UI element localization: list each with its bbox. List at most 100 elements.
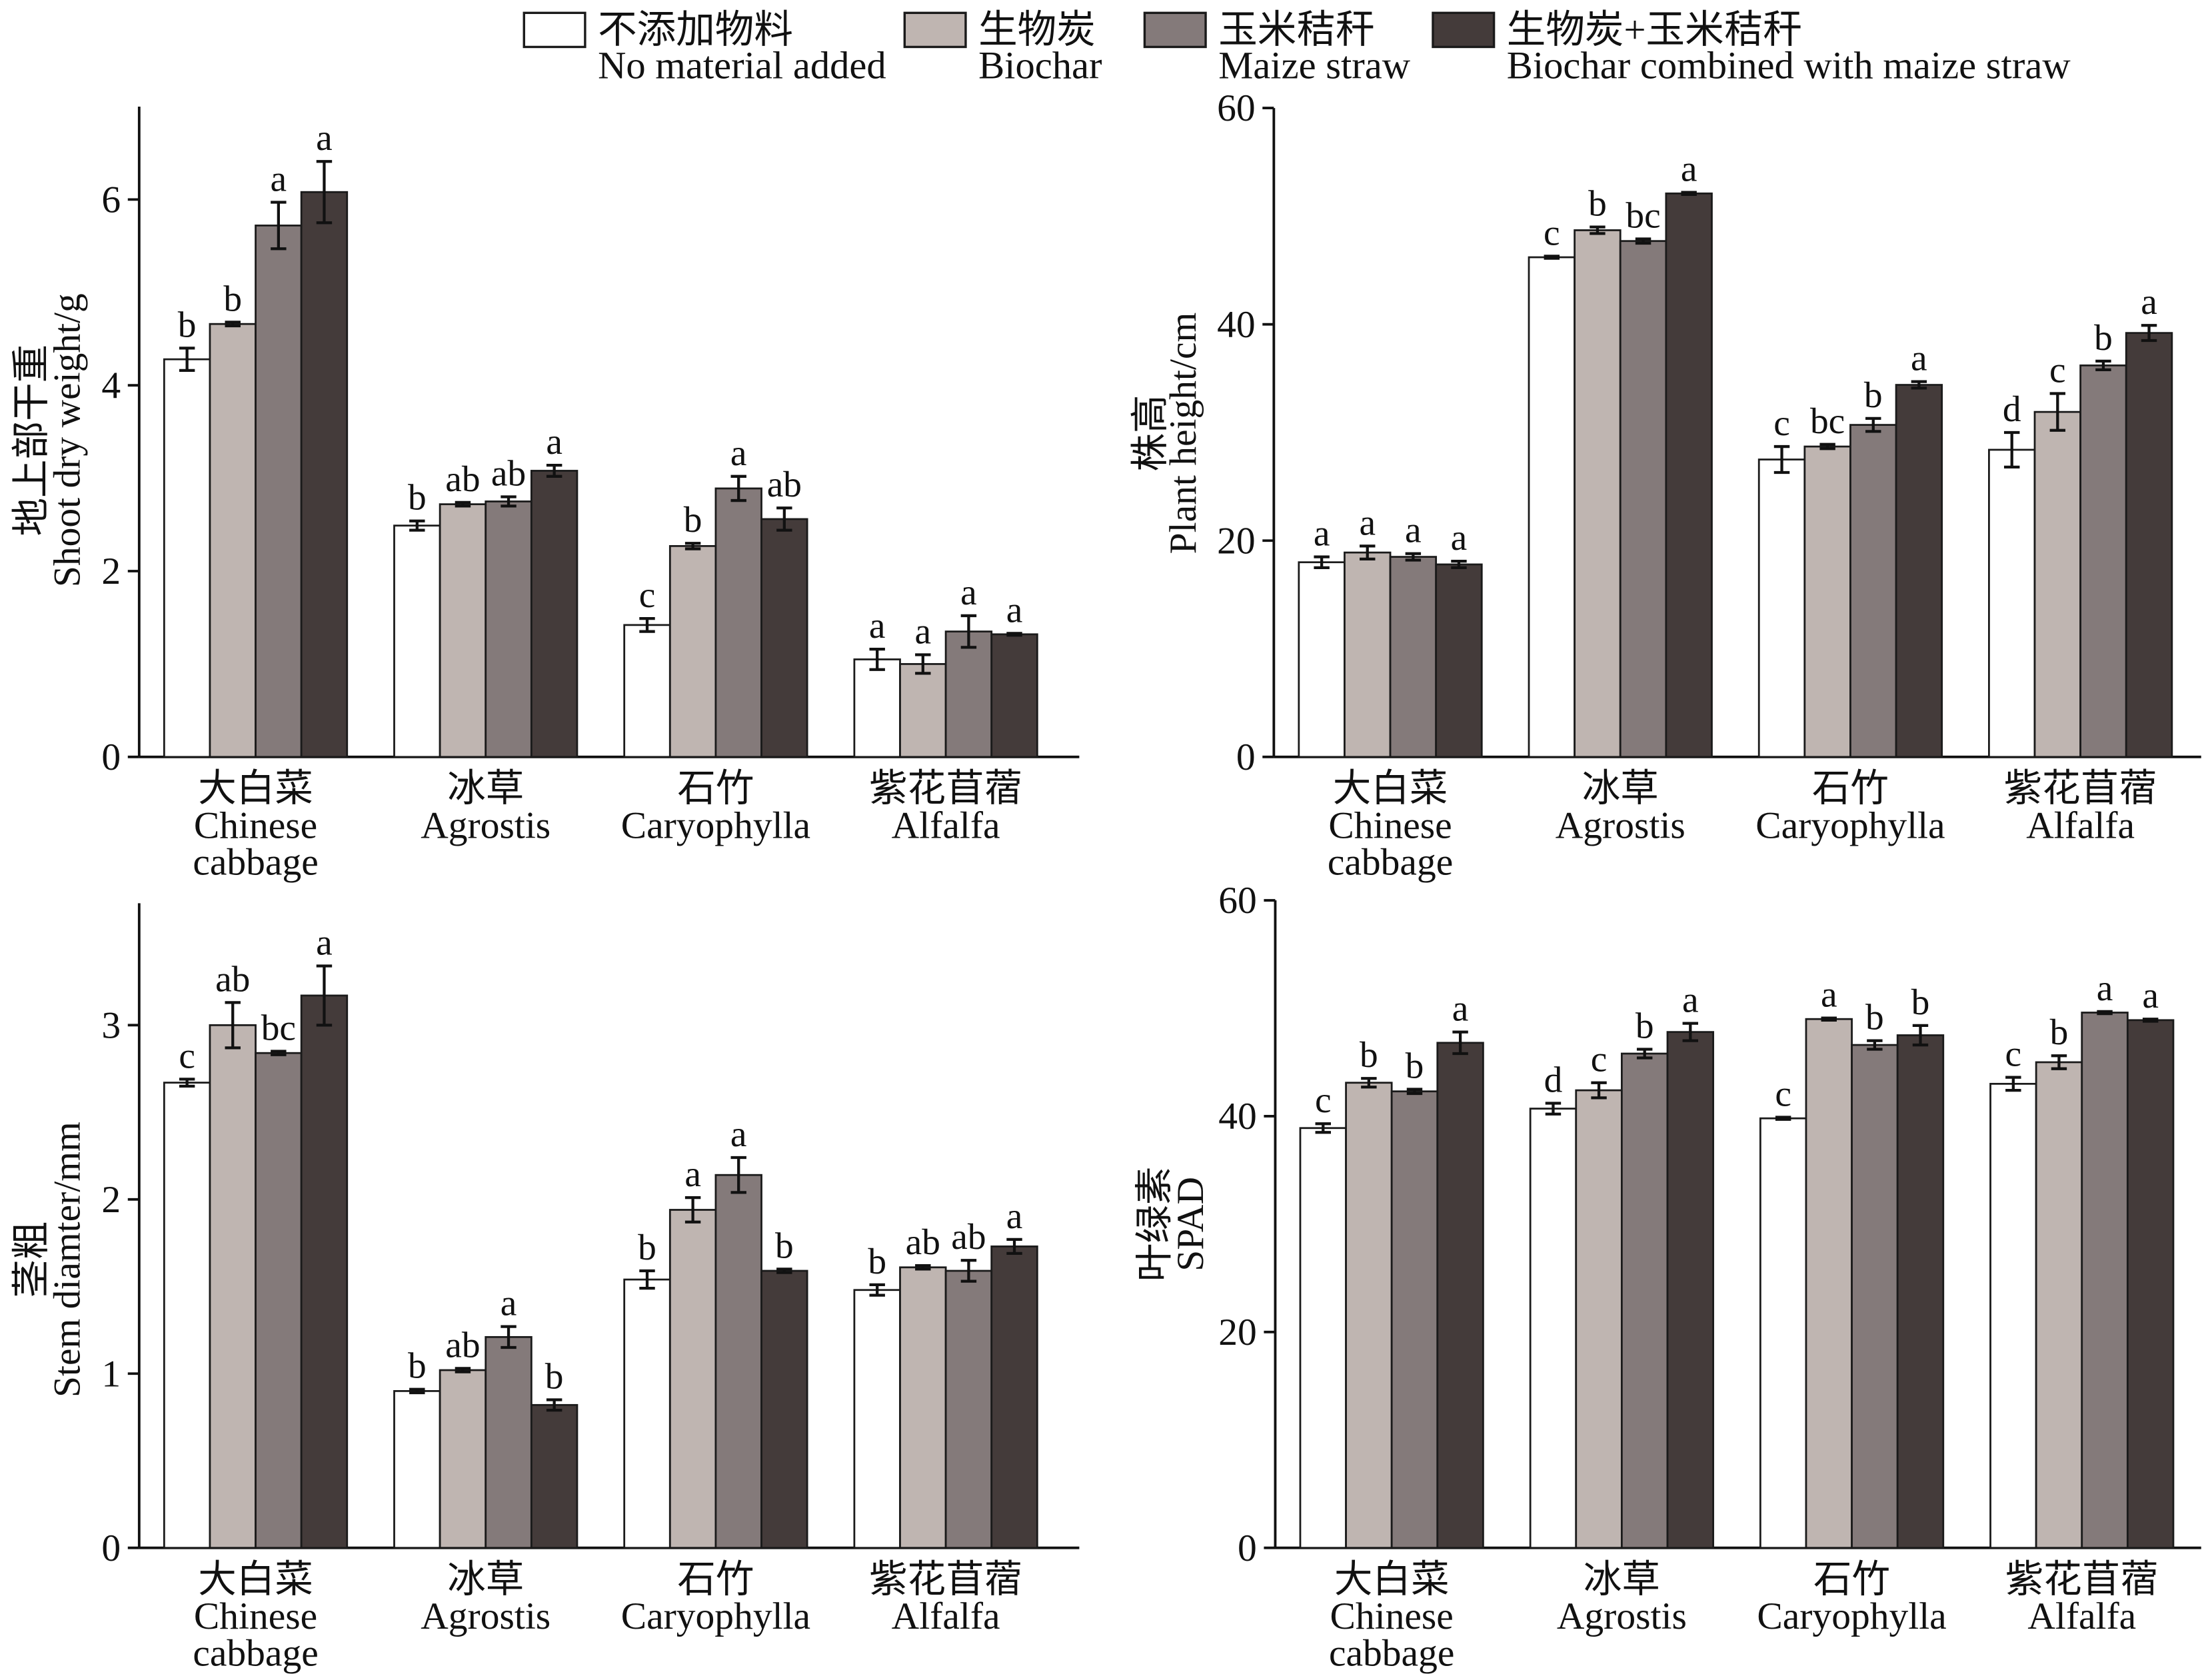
category-label-en: Agrostis: [421, 804, 551, 846]
error-bar: [2141, 324, 2157, 343]
bar-caryophylla-maize-straw: [714, 487, 762, 758]
error-bar: [1912, 1024, 1929, 1047]
bar-alfalfa-no-material-added: [1988, 448, 2036, 758]
legend-label-en: Biochar combined with maize straw: [1507, 43, 2071, 87]
bar-chinese-cabbage-biochar: [209, 1024, 257, 1549]
significance-letter: a: [546, 421, 562, 462]
significance-letter: ab: [906, 1222, 940, 1262]
bar-chinese-cabbage-biochar: [1344, 551, 1392, 758]
significance-letter: b: [1864, 375, 1883, 415]
error-bar: [2051, 1054, 2067, 1070]
category-label-en: Agrostis: [1556, 804, 1685, 846]
category-label-en: Caryophylla: [621, 804, 810, 846]
error-bar: [225, 321, 241, 328]
error-bar: [1545, 1102, 1562, 1116]
significance-letter: b: [408, 477, 427, 518]
significance-letter: b: [1588, 183, 1607, 224]
legend-label-zh: 不添加物料: [598, 8, 793, 51]
significance-letter: c: [179, 1035, 195, 1076]
significance-letter: c: [1775, 1074, 1791, 1114]
error-bar: [546, 463, 562, 478]
bar-agrostis-no-material-added: [393, 524, 441, 758]
significance-letter: bc: [261, 1008, 296, 1048]
significance-letter: b: [1406, 1045, 1424, 1086]
error-bar: [2003, 430, 2020, 469]
bar-caryophylla-no-material-added: [1757, 458, 1806, 758]
legend-swatch: [903, 11, 967, 49]
bar-caryophylla-biochar: [1803, 445, 1851, 758]
bar-caryophylla-maize-straw: [714, 1174, 762, 1549]
error-bar: [776, 506, 792, 532]
category-label-en: Caryophylla: [1757, 1595, 1946, 1637]
error-bar: [915, 1264, 931, 1271]
bar-alfalfa-biochar: [2033, 411, 2082, 758]
error-bar: [1314, 555, 1330, 569]
y-axis-label-zh: 株高: [1130, 395, 1172, 472]
significance-letter: b: [1360, 1034, 1378, 1075]
bar-alfalfa-maize-straw: [2081, 1012, 2129, 1549]
bar-alfalfa-no-material-added: [1989, 1082, 2037, 1549]
bar-agrostis-biochar-combined-with-maize-straw: [530, 470, 578, 758]
legend-swatch: [1432, 11, 1496, 49]
error-bar: [960, 614, 977, 649]
bar-chinese-cabbage-no-material-added: [1298, 561, 1346, 758]
error-bar: [1819, 442, 1835, 450]
bar-caryophylla-biochar: [668, 1209, 717, 1549]
significance-letter: b: [223, 278, 242, 319]
significance-letter: a: [1006, 1196, 1023, 1236]
error-bar: [960, 1259, 977, 1283]
bar-agrostis-no-material-added: [393, 1390, 441, 1549]
bar-caryophylla-no-material-added: [1759, 1117, 1807, 1549]
category-label-zh: 冰草: [447, 768, 524, 810]
error-bar: [225, 1001, 241, 1050]
significance-letter: a: [316, 922, 333, 962]
category-label-en: Chinese: [1328, 804, 1452, 846]
error-bar: [1006, 632, 1022, 637]
bar-chinese-cabbage-no-material-added: [1299, 1127, 1347, 1549]
category-label-zh: 紫花苜蓿: [2004, 768, 2157, 810]
error-bar: [1681, 191, 1697, 197]
bar-chinese-cabbage-maize-straw: [1390, 1090, 1439, 1549]
significance-letter: a: [2097, 968, 2113, 1008]
error-bar: [639, 616, 655, 633]
category-label-zh: 大白菜: [198, 768, 313, 810]
significance-letter: c: [2049, 349, 2066, 390]
significance-letter: b: [2094, 317, 2113, 358]
error-bar: [684, 542, 701, 550]
significance-letter: a: [869, 605, 886, 646]
significance-letter: a: [1911, 338, 1927, 379]
error-bar: [501, 495, 517, 508]
error-bar: [179, 347, 195, 373]
y-tick-label: 0: [1236, 736, 1256, 778]
legend-label-en: Maize straw: [1218, 43, 1411, 87]
error-bar: [1315, 1122, 1331, 1134]
error-bar: [1865, 417, 1881, 433]
error-bar: [271, 201, 287, 251]
error-bar: [1773, 444, 1790, 474]
category-label-en: Alfalfa: [2027, 1595, 2136, 1637]
error-bar: [639, 1269, 655, 1290]
bar-chinese-cabbage-biochar-combined-with-maize-straw: [1436, 1042, 1484, 1549]
bar-alfalfa-biochar: [899, 1266, 947, 1549]
category-label-zh: 冰草: [1584, 1559, 1660, 1601]
y-tick-label: 40: [1217, 304, 1256, 346]
significance-letter: a: [1452, 988, 1469, 1029]
bar-caryophylla-maize-straw: [1851, 1044, 1899, 1549]
bar-caryophylla-biochar-combined-with-maize-straw: [1895, 384, 1943, 758]
error-bar: [2142, 1018, 2159, 1023]
significance-letter: b: [684, 499, 702, 540]
significance-letter: b: [868, 1241, 886, 1281]
bar-caryophylla-biochar-combined-with-maize-straw: [760, 518, 808, 758]
significance-letter: d: [2003, 389, 2021, 429]
category-label-zh: 石竹: [1813, 1559, 1890, 1601]
error-bar: [546, 1398, 562, 1412]
category-label-en: cabbage: [1329, 1633, 1454, 1675]
y-axis-label-en: Shoot dry weight/g: [46, 293, 88, 587]
bar-agrostis-biochar-combined-with-maize-straw: [1665, 192, 1713, 758]
bar-chinese-cabbage-biochar-combined-with-maize-straw: [300, 994, 349, 1549]
